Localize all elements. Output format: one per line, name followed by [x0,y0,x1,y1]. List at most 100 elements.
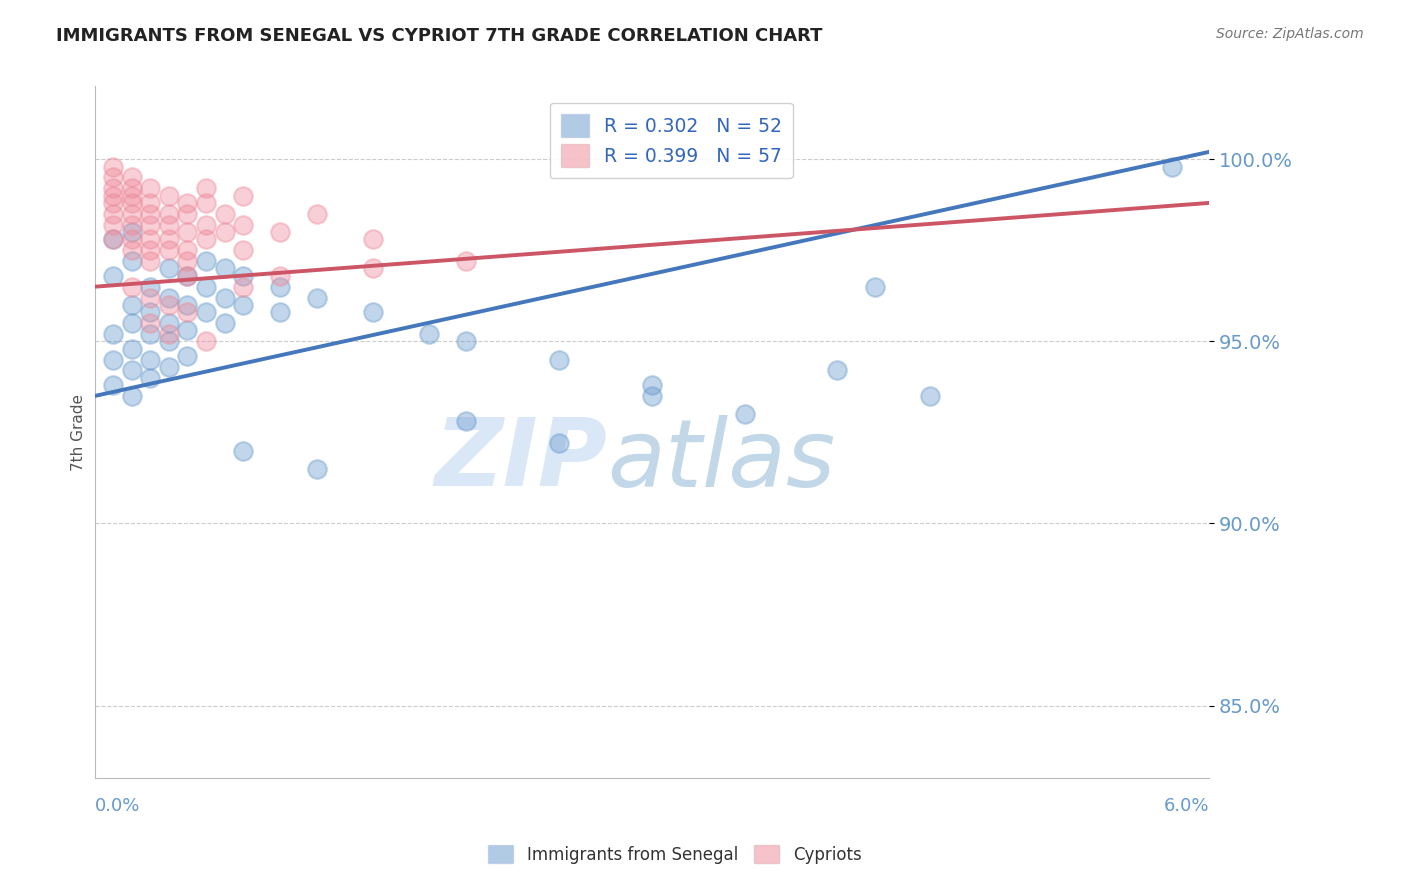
Legend: Immigrants from Senegal, Cypriots: Immigrants from Senegal, Cypriots [481,838,869,871]
Point [121,254,143,268]
Point [121,170,143,185]
Point [734,407,756,421]
Point [157,359,180,374]
Point [157,334,180,349]
Point [214,291,236,305]
Point [121,244,143,258]
Point [101,188,124,202]
Point [101,232,124,246]
Point [157,244,180,258]
Text: ZIP: ZIP [434,414,607,506]
Point [157,188,180,202]
Point [195,181,218,195]
Point [232,279,254,293]
Point [827,363,849,377]
Point [269,279,291,293]
Point [214,207,236,221]
Point [101,195,124,210]
Point [454,334,477,349]
Point [176,195,198,210]
Point [101,218,124,232]
Point [139,232,162,246]
Point [863,279,886,293]
Text: 0.0%: 0.0% [94,797,141,814]
Point [139,279,162,293]
Text: Source: ZipAtlas.com: Source: ZipAtlas.com [1216,27,1364,41]
Point [1160,160,1182,174]
Point [157,316,180,330]
Point [547,436,569,450]
Point [214,316,236,330]
Point [195,254,218,268]
Point [176,254,198,268]
Point [454,415,477,429]
Point [176,207,198,221]
Point [454,254,477,268]
Point [121,316,143,330]
Point [176,305,198,319]
Point [269,268,291,283]
Point [101,268,124,283]
Point [121,363,143,377]
Point [232,443,254,458]
Point [139,316,162,330]
Point [232,218,254,232]
Point [139,254,162,268]
Point [195,232,218,246]
Point [139,352,162,367]
Point [232,268,254,283]
Point [195,305,218,319]
Point [269,305,291,319]
Point [547,352,569,367]
Point [157,218,180,232]
Text: 6.0%: 6.0% [1163,797,1209,814]
Point [195,195,218,210]
Point [101,170,124,185]
Point [176,268,198,283]
Text: atlas: atlas [607,415,835,506]
Point [139,305,162,319]
Point [176,298,198,312]
Point [121,207,143,221]
Point [157,261,180,276]
Point [139,181,162,195]
Point [232,298,254,312]
Point [269,225,291,239]
Point [139,207,162,221]
Point [307,462,329,476]
Point [361,232,384,246]
Point [139,195,162,210]
Point [139,218,162,232]
Point [176,244,198,258]
Point [157,298,180,312]
Point [101,327,124,342]
Point [121,298,143,312]
Point [195,334,218,349]
Point [121,225,143,239]
Point [232,244,254,258]
Point [920,389,942,403]
Point [195,279,218,293]
Point [121,188,143,202]
Point [101,378,124,392]
Point [214,261,236,276]
Point [641,378,664,392]
Point [361,261,384,276]
Point [101,181,124,195]
Point [361,305,384,319]
Point [101,232,124,246]
Point [139,327,162,342]
Point [232,188,254,202]
Point [139,291,162,305]
Point [157,291,180,305]
Point [121,195,143,210]
Point [101,352,124,367]
Point [176,225,198,239]
Point [214,225,236,239]
Point [307,291,329,305]
Point [121,279,143,293]
Point [176,349,198,363]
Point [101,207,124,221]
Point [307,207,329,221]
Point [157,207,180,221]
